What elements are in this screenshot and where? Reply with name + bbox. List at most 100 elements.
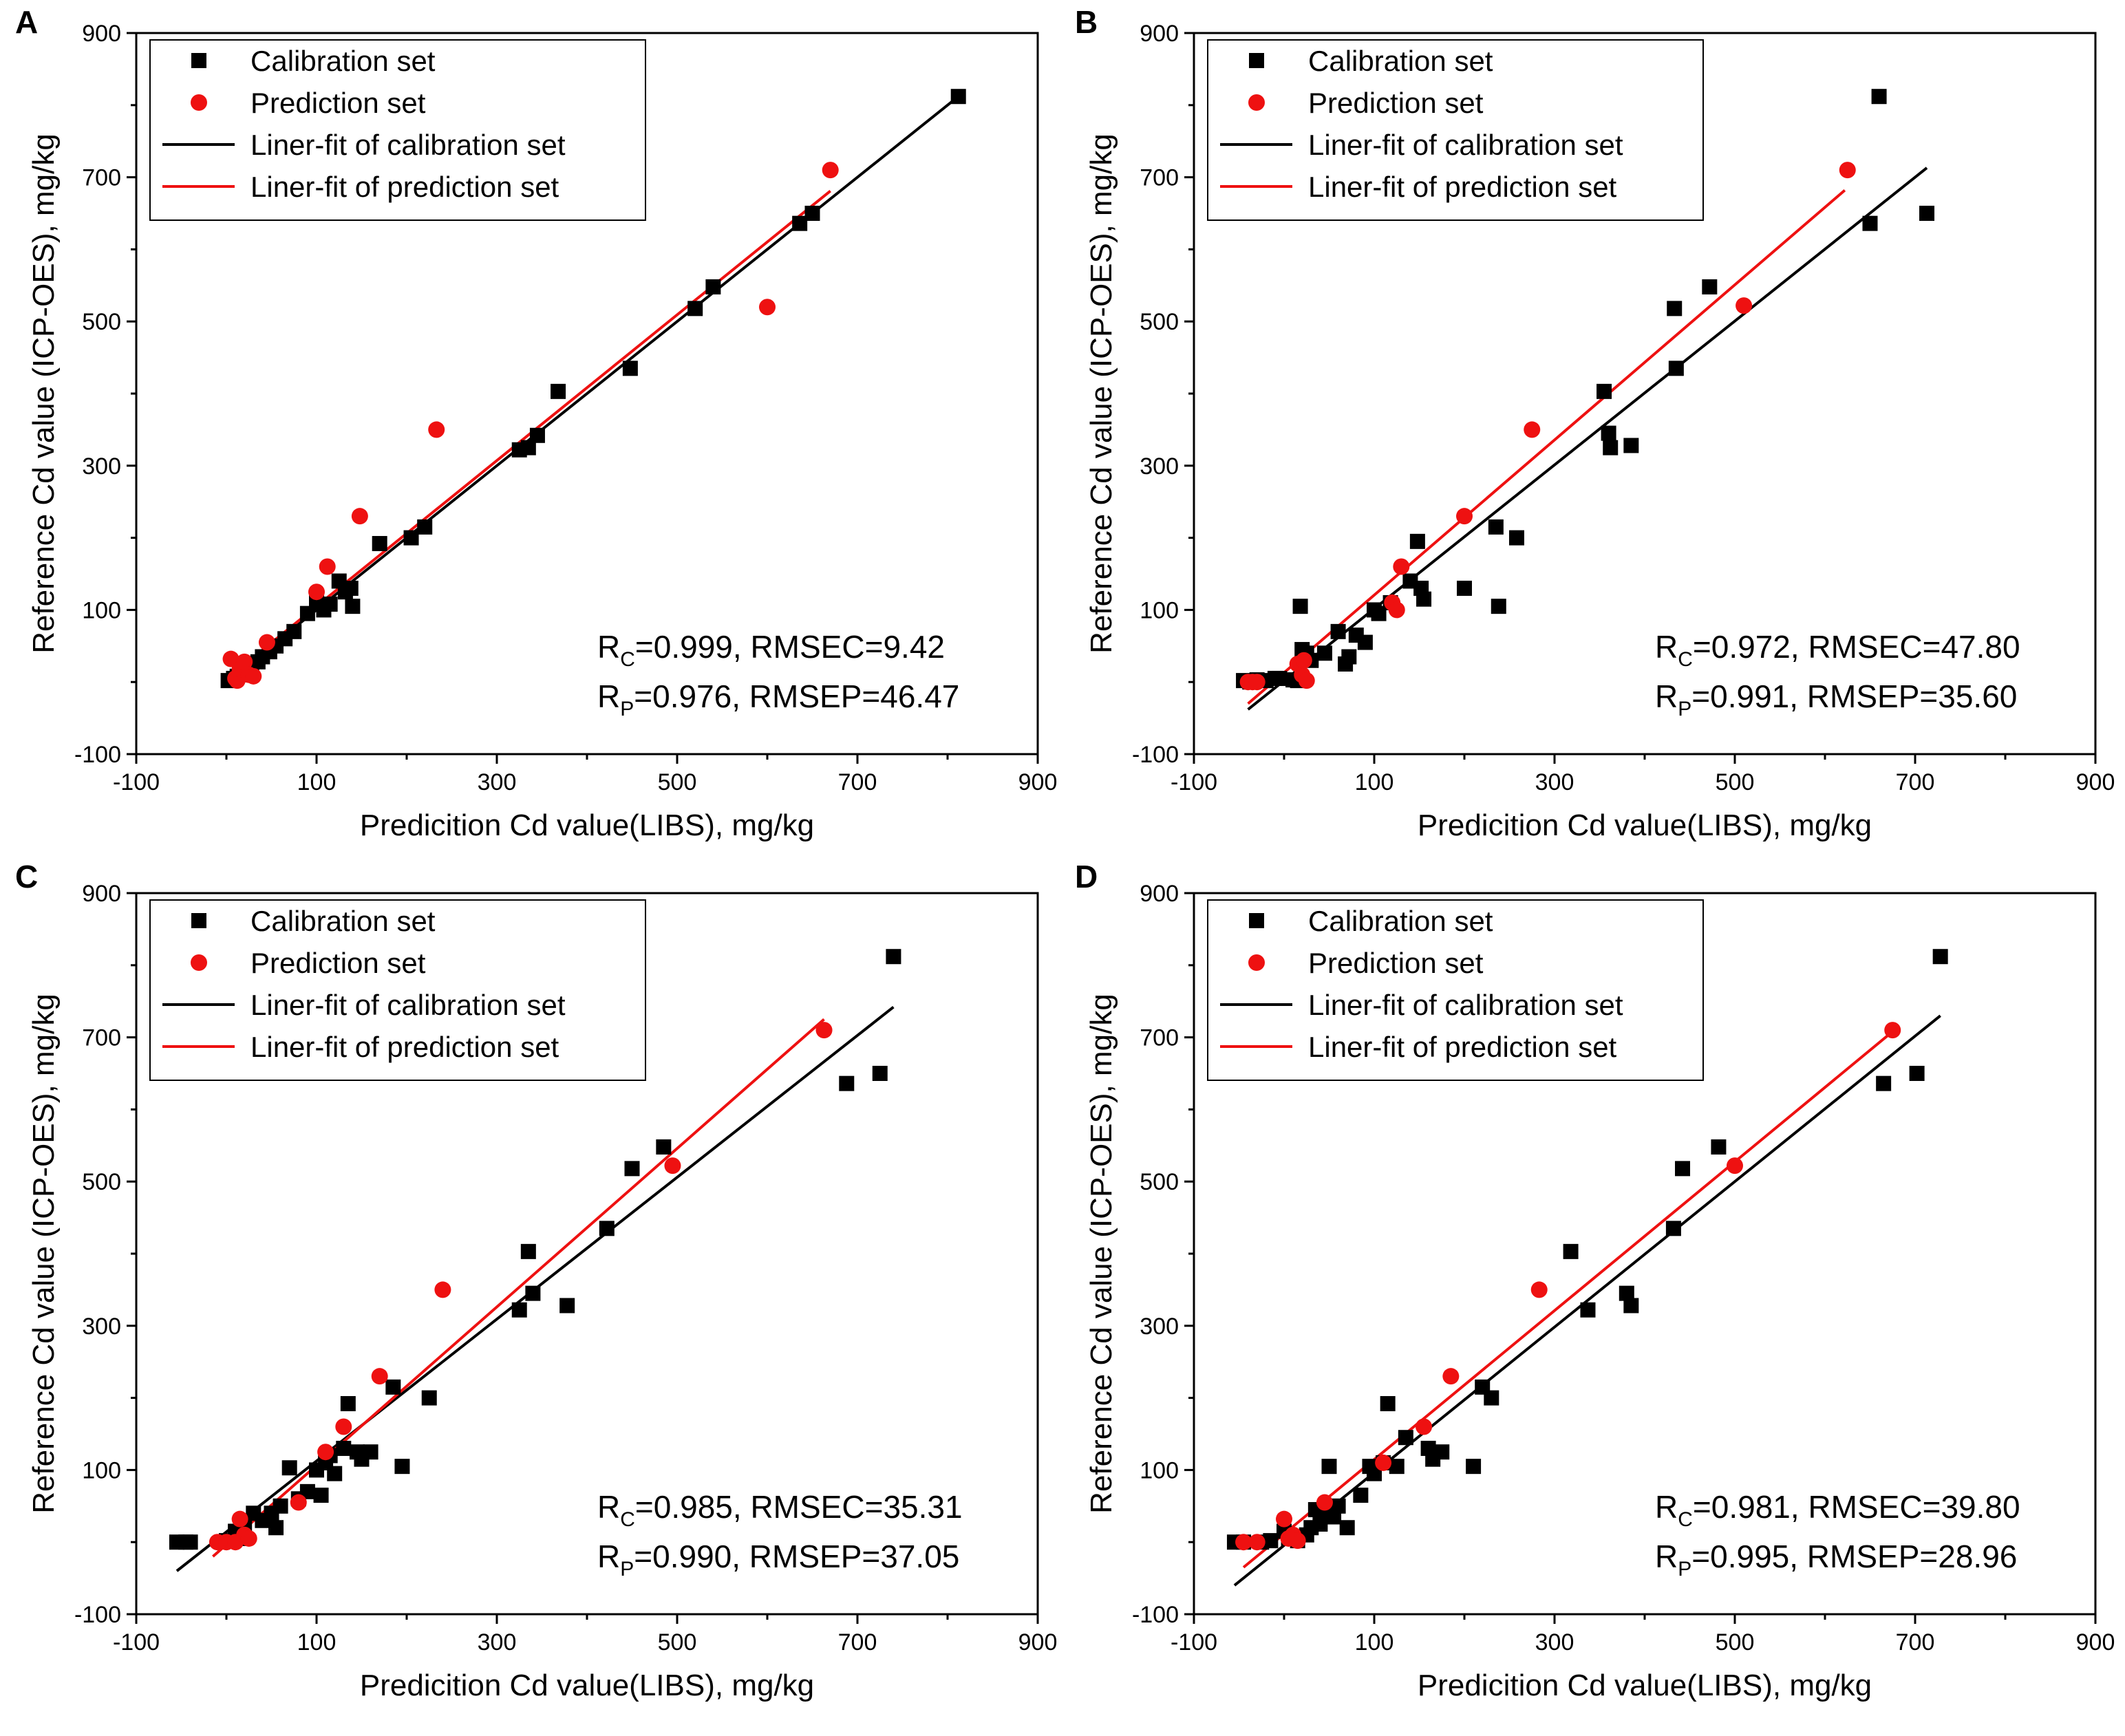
calibration-point <box>273 1498 288 1514</box>
calibration-point <box>1603 440 1619 456</box>
calibration-point <box>622 361 638 376</box>
legend: Calibration set Prediction set Liner-fit o… <box>149 899 646 1081</box>
calibration-point <box>421 1390 437 1406</box>
calibration-stats: RC=0.999, RMSEC=9.42 <box>597 629 945 671</box>
prediction-fit-line <box>1247 189 1846 705</box>
x-tick-label: 500 <box>1716 1629 1755 1655</box>
prediction-point <box>1248 1534 1266 1551</box>
calibration-point <box>336 1440 352 1456</box>
prediction-point <box>335 1418 352 1435</box>
legend-label: Liner-fit of prediction set <box>250 171 559 203</box>
x-tick-label: 300 <box>478 1629 517 1655</box>
prediction-point <box>245 667 262 685</box>
calibration-point <box>1932 949 1948 965</box>
y-tick-label: 500 <box>1140 309 1179 335</box>
calibration-point <box>286 623 302 639</box>
legend: Calibration set Prediction set Liner-fit o… <box>1207 899 1704 1081</box>
calibration-point <box>1491 599 1506 614</box>
prediction-stats: RP=0.995, RMSEP=28.96 <box>1655 1539 2017 1580</box>
y-tick-label: 500 <box>1140 1169 1179 1195</box>
x-tick-label: 100 <box>297 1629 337 1655</box>
x-tick-label: 900 <box>1018 769 1058 795</box>
y-tick-label: 100 <box>1140 597 1179 623</box>
legend-label: Calibration set <box>1308 905 1493 937</box>
calibration-point <box>872 1066 888 1081</box>
prediction-point <box>371 1368 388 1385</box>
panel-letter: A <box>15 4 38 40</box>
legend-circle-marker <box>191 954 207 971</box>
calibration-point <box>1330 623 1346 639</box>
prediction-point <box>759 299 776 316</box>
prediction-point <box>308 583 325 601</box>
legend-square-marker <box>1249 913 1264 928</box>
calibration-point <box>1330 1498 1346 1514</box>
prediction-point <box>1289 1532 1306 1550</box>
legend: Calibration set Prediction set Liner-fit o… <box>1207 39 1704 221</box>
panel-letter: C <box>15 859 38 894</box>
y-tick-label: 700 <box>1140 1025 1179 1051</box>
calibration-point <box>551 383 566 399</box>
legend-circle-marker <box>191 94 207 111</box>
calibration-point <box>624 1161 640 1177</box>
x-axis-title: Predicition Cd value(LIBS), mg/kg <box>1418 808 1872 842</box>
calibration-point <box>687 301 703 317</box>
prediction-point <box>434 1281 451 1298</box>
y-tick-label: 100 <box>82 597 121 623</box>
legend-box <box>149 899 646 1081</box>
prediction-point <box>1235 1534 1252 1551</box>
calibration-point <box>1416 591 1432 607</box>
legend-circle-marker <box>1248 94 1265 111</box>
legend-label: Liner-fit of prediction set <box>1308 171 1617 203</box>
x-tick-label: 300 <box>478 769 517 795</box>
calibration-point <box>1619 1285 1634 1301</box>
legend-circle-marker <box>1248 954 1265 971</box>
calibration-point <box>394 1459 410 1475</box>
x-tick-label: 100 <box>1355 769 1394 795</box>
prediction-point <box>1316 1494 1333 1511</box>
x-tick-label: 300 <box>1535 769 1574 795</box>
x-tick-label: 700 <box>1896 1629 1935 1655</box>
panel-letter: D <box>1075 859 1098 894</box>
x-tick-label: 700 <box>1896 769 1935 795</box>
calibration-point <box>1668 361 1684 376</box>
calibration-point <box>1488 519 1504 535</box>
calibration-point <box>1353 1488 1369 1503</box>
y-tick-label: 900 <box>1140 21 1179 47</box>
calibration-point <box>520 440 536 456</box>
legend-label: Liner-fit of calibration set <box>250 129 566 161</box>
legend-label: Calibration set <box>1308 45 1493 77</box>
prediction-point <box>1736 297 1753 314</box>
y-tick-label: 700 <box>82 1025 121 1051</box>
calibration-point <box>385 1379 401 1395</box>
calibration-point <box>343 580 359 596</box>
calibration-point <box>1321 1459 1337 1475</box>
prediction-point <box>290 1494 307 1511</box>
prediction-fit-line <box>212 1018 825 1558</box>
prediction-point <box>1530 1281 1548 1298</box>
prediction-point <box>1524 421 1541 438</box>
y-tick-label: 500 <box>82 309 121 335</box>
legend: Calibration set Prediction set Liner-fit o… <box>149 39 646 221</box>
x-tick-label: -100 <box>113 1629 160 1655</box>
calibration-point <box>281 1460 297 1476</box>
calibration-point <box>1665 1221 1681 1236</box>
y-tick-label: -100 <box>74 1602 121 1628</box>
prediction-point <box>1393 558 1410 575</box>
x-tick-label: -100 <box>1171 1629 1217 1655</box>
x-tick-label: 500 <box>658 769 697 795</box>
calibration-point <box>525 1285 541 1301</box>
prediction-point <box>1248 674 1266 691</box>
legend-box <box>1207 899 1704 1081</box>
y-tick-label: 500 <box>82 1169 121 1195</box>
calibration-point <box>511 1302 527 1318</box>
calibration-point <box>327 1466 343 1481</box>
x-tick-label: 500 <box>1716 769 1755 795</box>
calibration-point <box>1272 670 1288 686</box>
legend-label: Liner-fit of calibration set <box>1308 129 1623 161</box>
y-axis-title: Reference Cd value (ICP-OES), mg/kg <box>27 133 61 654</box>
y-tick-label: 300 <box>82 453 121 480</box>
prediction-point <box>1416 1418 1433 1435</box>
calibration-point <box>372 535 387 551</box>
calibration-point <box>1702 279 1718 294</box>
legend-label: Prediction set <box>250 947 426 979</box>
